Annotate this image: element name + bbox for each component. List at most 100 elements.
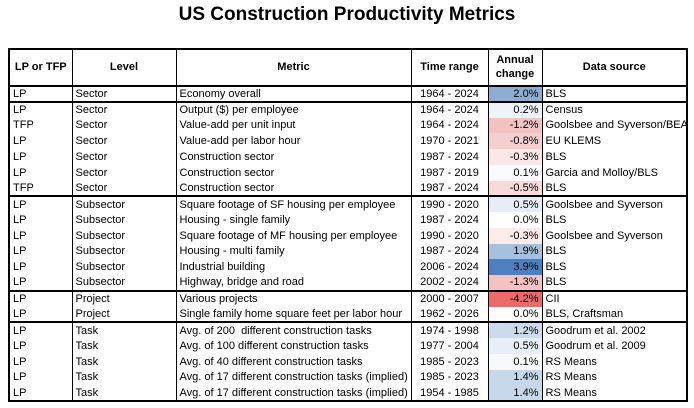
cell-lp: LP <box>8 227 73 244</box>
cell-change: -1.2% <box>487 117 543 134</box>
cell-level: Sector <box>71 101 177 118</box>
cell-level: Task <box>71 338 177 354</box>
cell-change: 0.5% <box>487 338 543 354</box>
column-header-lp: LP or TFP <box>8 49 73 87</box>
cell-level: Sector <box>71 86 177 103</box>
cell-source: BLS <box>541 149 688 165</box>
cell-metric: Highway, bridge and road <box>175 275 412 292</box>
cell-metric: Construction sector <box>175 149 412 165</box>
cell-time: 1970 - 2021 <box>410 133 489 149</box>
cell-level: Project <box>71 306 177 324</box>
column-header-level: Level <box>71 49 177 87</box>
cell-source: Census <box>541 101 688 118</box>
cell-level: Task <box>71 369 177 386</box>
cell-source: EU KLEMS <box>541 133 688 149</box>
cell-metric: Single family home square feet per labor… <box>175 306 412 324</box>
table-row: LP Sector Construction sector 1987 - 2024 -0… <box>8 149 688 165</box>
cell-lp: LP <box>8 196 73 212</box>
cell-metric: Avg. of 100 different construction tasks <box>175 338 412 354</box>
cell-source: Goolsbee and Syverson <box>541 196 688 212</box>
cell-level: Subsector <box>71 227 177 244</box>
cell-change: -4.2% <box>487 290 543 307</box>
cell-source: RS Means <box>541 369 688 386</box>
cell-time: 1977 - 2004 <box>410 338 489 354</box>
table-row: LP Task Avg. of 40 different construction … <box>8 353 688 370</box>
cell-time: 1964 - 2024 <box>410 86 489 103</box>
page-title: US Construction Productivity Metrics <box>178 4 516 25</box>
cell-lp: LP <box>8 290 73 307</box>
cell-metric: Square footage of MF housing per employe… <box>175 227 412 244</box>
cell-time: 1987 - 2024 <box>410 243 489 260</box>
cell-source: CII <box>541 290 688 307</box>
cell-time: 1964 - 2024 <box>410 101 489 118</box>
cell-metric: Square footage of SF housing per employe… <box>175 196 412 212</box>
cell-metric: Avg. of 17 different construction tasks … <box>175 385 412 401</box>
cell-level: Sector <box>71 149 177 165</box>
cell-metric: Value-add per unit input <box>175 117 412 134</box>
cell-metric: Avg. of 40 different construction tasks <box>175 353 412 370</box>
cell-time: 1964 - 2024 <box>410 117 489 134</box>
cell-level: Sector <box>71 133 177 149</box>
cell-change: -0.8% <box>487 133 543 149</box>
cell-lp: LP <box>8 212 73 228</box>
cell-lp: LP <box>8 101 73 118</box>
cell-change: -0.5% <box>487 180 543 198</box>
cell-lp: LP <box>8 353 73 370</box>
cell-time: 1987 - 2024 <box>410 180 489 198</box>
cell-lp: LP <box>8 275 73 292</box>
column-header-change: Annual change <box>487 49 543 87</box>
cell-time: 1974 - 1998 <box>410 322 489 338</box>
table-row: LP Task Avg. of 100 different construction… <box>8 338 688 354</box>
cell-lp: LP <box>8 385 73 401</box>
cell-lp: LP <box>8 338 73 354</box>
cell-time: 2006 - 2024 <box>410 259 489 275</box>
cell-lp: LP <box>8 243 73 260</box>
cell-source: Goodrum et al. 2009 <box>541 338 688 354</box>
cell-time: 1954 - 1985 <box>410 385 489 401</box>
cell-change: 0.1% <box>487 353 543 370</box>
cell-time: 1990 - 2020 <box>410 227 489 244</box>
header-row: LP or TFP Level Metric Time range Annual cha… <box>8 49 688 87</box>
cell-level: Sector <box>71 117 177 134</box>
column-header-source: Data source <box>541 49 688 87</box>
cell-change: 2.0% <box>487 86 543 103</box>
cell-change: 3.9% <box>487 259 543 275</box>
cell-source: Goolsbee and Syverson <box>541 227 688 244</box>
cell-time: 1990 - 2020 <box>410 196 489 212</box>
cell-change: 0.5% <box>487 196 543 212</box>
table-row: LP Subsector Highway, bridge and road 2002 … <box>8 275 688 292</box>
cell-source: RS Means <box>541 385 688 401</box>
cell-metric: Output ($) per employee <box>175 101 412 118</box>
cell-change: 0.0% <box>487 306 543 324</box>
cell-level: Subsector <box>71 196 177 212</box>
cell-level: Subsector <box>71 243 177 260</box>
cell-time: 1987 - 2024 <box>410 212 489 228</box>
cell-lp: LP <box>8 306 73 324</box>
cell-lp: LP <box>8 322 73 338</box>
cell-source: BLS <box>541 212 688 228</box>
table-row: LP Task Avg. of 17 different construction … <box>8 369 688 386</box>
cell-metric: Various projects <box>175 290 412 307</box>
cell-level: Task <box>71 353 177 370</box>
cell-change: 0.0% <box>487 212 543 228</box>
cell-change: 0.2% <box>487 101 543 118</box>
table-row: LP Project Single family home square feet … <box>8 306 688 324</box>
cell-change: 0.1% <box>487 164 543 181</box>
cell-lp: LP <box>8 164 73 181</box>
cell-time: 2002 - 2024 <box>410 275 489 292</box>
metrics-table: LP or TFP Level Metric Time range Annual cha… <box>8 48 688 402</box>
table-row: LP Sector Output ($) per employee 1964 - 20… <box>8 101 688 118</box>
cell-lp: LP <box>8 149 73 165</box>
cell-change: -0.3% <box>487 227 543 244</box>
cell-metric: Avg. of 17 different construction tasks … <box>175 369 412 386</box>
cell-level: Subsector <box>71 259 177 275</box>
cell-time: 1962 - 2026 <box>410 306 489 324</box>
table-row: LP Sector Value-add per labor hour 1970 - 2… <box>8 133 688 149</box>
table-row: LP Task Avg. of 200 different construction… <box>8 322 688 338</box>
cell-level: Task <box>71 322 177 338</box>
table-row: LP Sector Economy overall 1964 - 2024 2.0% BL… <box>8 86 688 103</box>
cell-time: 1985 - 2023 <box>410 369 489 386</box>
cell-level: Sector <box>71 180 177 198</box>
cell-level: Project <box>71 290 177 307</box>
cell-level: Task <box>71 385 177 401</box>
